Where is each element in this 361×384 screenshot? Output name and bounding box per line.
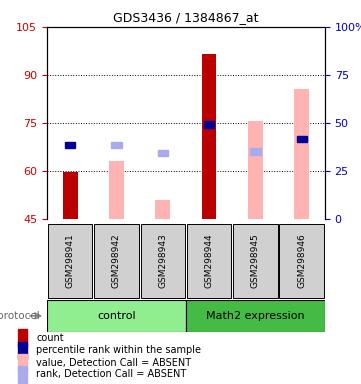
Bar — [158, 150, 168, 157]
Text: GSM298942: GSM298942 — [112, 234, 121, 288]
Bar — [279, 224, 324, 298]
Bar — [294, 89, 309, 219]
Bar — [250, 149, 261, 155]
Bar — [63, 172, 78, 219]
Bar — [18, 342, 27, 359]
Bar — [186, 300, 325, 332]
Bar — [94, 224, 139, 298]
Text: percentile rank within the sample: percentile rank within the sample — [36, 345, 201, 355]
Text: control: control — [97, 311, 136, 321]
Bar — [65, 142, 75, 149]
Text: count: count — [36, 333, 64, 343]
Bar — [233, 224, 278, 298]
Bar — [187, 224, 231, 298]
Text: value, Detection Call = ABSENT: value, Detection Call = ABSENT — [36, 358, 191, 368]
Bar — [18, 354, 27, 372]
Text: GSM298941: GSM298941 — [66, 234, 75, 288]
Bar — [297, 136, 307, 142]
Text: Math2 expression: Math2 expression — [206, 311, 305, 321]
Bar — [18, 366, 27, 383]
Bar — [248, 121, 263, 219]
Text: GSM298945: GSM298945 — [251, 234, 260, 288]
Text: protocol: protocol — [0, 311, 40, 321]
Bar — [204, 121, 214, 127]
Bar — [202, 54, 217, 219]
Text: GSM298944: GSM298944 — [205, 234, 214, 288]
Text: GSM298946: GSM298946 — [297, 234, 306, 288]
Bar — [155, 200, 170, 219]
Text: GSM298943: GSM298943 — [158, 234, 167, 288]
Text: rank, Detection Call = ABSENT: rank, Detection Call = ABSENT — [36, 369, 186, 379]
Bar — [111, 142, 122, 149]
Bar — [18, 329, 27, 346]
Title: GDS3436 / 1384867_at: GDS3436 / 1384867_at — [113, 11, 259, 24]
Bar — [140, 224, 185, 298]
Bar — [48, 224, 92, 298]
Bar — [47, 300, 186, 332]
Bar — [109, 161, 124, 219]
